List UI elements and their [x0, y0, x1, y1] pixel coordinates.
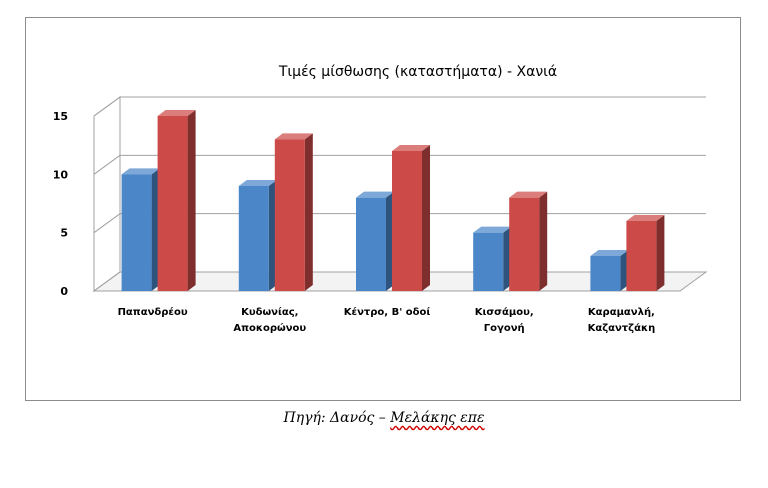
bar-front: [238, 186, 269, 291]
bar-top: [473, 226, 512, 233]
x-tick-label: Καραμανλή,: [588, 306, 655, 318]
x-tick-label: Κισσάμου,: [475, 306, 534, 318]
bar: [590, 250, 629, 291]
bar-top: [157, 110, 196, 116]
bar-top: [590, 250, 629, 256]
y-tick-label: 15: [53, 110, 68, 123]
bar-side: [304, 133, 313, 291]
bar-front: [626, 221, 657, 291]
source-caption: Πηγή: Δανός – Μελάκης επε: [0, 410, 768, 426]
bar: [157, 110, 196, 291]
bar: [626, 215, 665, 291]
bar-top: [356, 191, 394, 198]
y-tick-label: 0: [60, 285, 68, 298]
x-tick-label: Κυδωνίας,: [241, 306, 298, 318]
bar-side: [422, 145, 430, 291]
bar: [509, 191, 548, 291]
gridline-depth: [93, 271, 121, 292]
side-wall: [93, 96, 121, 292]
x-tick-label: Παπανδρέου: [118, 306, 188, 318]
bar-front: [157, 116, 188, 291]
bar-front: [356, 197, 386, 291]
bar-side: [187, 110, 196, 291]
y-tick-label: 10: [53, 168, 69, 181]
source-prefix: Πηγή: Δανός –: [283, 410, 391, 426]
gridline-depth: [93, 96, 121, 117]
bar-top: [274, 133, 313, 140]
source-name: Μελάκης επε: [390, 410, 485, 426]
x-tick-label: Γογονή: [484, 322, 525, 334]
bar: [121, 168, 160, 291]
bar-front: [473, 232, 504, 291]
bar-front: [274, 139, 305, 291]
y-axis-ticks: 0 5 10 15: [53, 110, 69, 298]
gridline-depth: [93, 154, 121, 175]
bar-front: [509, 197, 540, 291]
x-tick-label: Κέντρο, Β' οδοί: [344, 306, 431, 318]
bar-front: [121, 174, 152, 291]
bar: [238, 180, 277, 291]
bar-front: [392, 151, 422, 291]
bar-top: [509, 191, 548, 198]
bar: [392, 145, 430, 291]
bar-side: [539, 191, 548, 291]
bar-front: [590, 256, 621, 291]
bar-top: [238, 180, 277, 186]
gridline-depth: [93, 213, 121, 234]
bar: [356, 191, 394, 291]
chart-title: Τιμές μίσθωσης (καταστήματα) - Χανιά: [278, 64, 557, 80]
x-tick-label: Αποκορώνου: [233, 322, 306, 334]
bar-top: [626, 215, 665, 221]
y-tick-label: 5: [60, 227, 68, 240]
bars: [121, 110, 665, 291]
x-tick-label: Καζαντζάκη: [588, 322, 656, 334]
bar-top: [121, 168, 160, 175]
bar: [274, 133, 313, 291]
bar-top: [392, 145, 430, 151]
bar-side: [656, 215, 665, 291]
bar: [473, 226, 512, 291]
x-axis-labels: Παπανδρέου Κυδωνίας, Αποκορώνου Κέντρο, Β' …: [118, 306, 656, 334]
